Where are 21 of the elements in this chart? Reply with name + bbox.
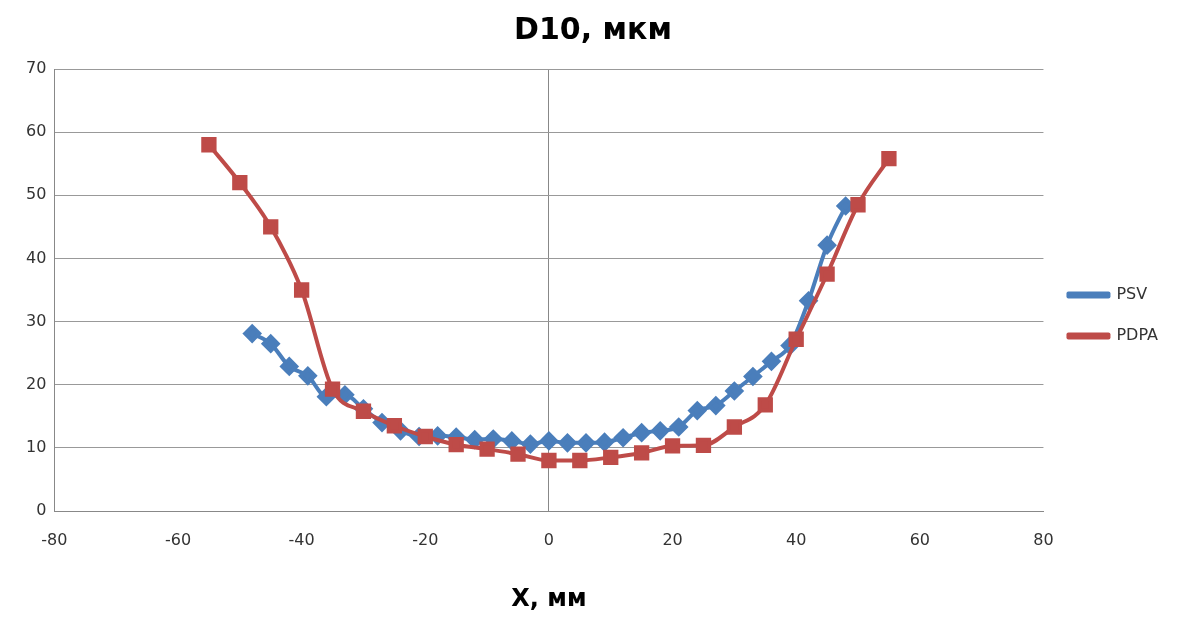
legend-label: PDPA <box>1116 325 1159 345</box>
chart-title: D10, мкм <box>514 10 672 46</box>
y-tick-label: 20 <box>26 373 47 393</box>
y-tick-label: 40 <box>26 247 47 267</box>
x-tick-label: 40 <box>786 529 807 549</box>
x-tick-label: 20 <box>662 529 683 549</box>
x-tick-label: -60 <box>164 529 192 549</box>
legend-label: PSV <box>1116 284 1148 304</box>
y-tick-label: 50 <box>26 184 47 204</box>
y-tick-label: 10 <box>26 437 47 457</box>
y-tick-label: 0 <box>36 500 47 520</box>
x-tick-label: -20 <box>412 529 439 549</box>
x-tick-label: -80 <box>41 529 68 549</box>
x-tick-label: 0 <box>543 529 554 549</box>
x-tick-label: 80 <box>1033 529 1054 549</box>
y-tick-label: 60 <box>26 121 47 141</box>
y-tick-label: 30 <box>26 310 47 330</box>
x-axis-title: X, мм <box>511 583 587 612</box>
y-tick-label: 70 <box>26 58 47 78</box>
x-tick-label: 60 <box>909 529 930 549</box>
x-tick-label: -40 <box>288 529 315 549</box>
